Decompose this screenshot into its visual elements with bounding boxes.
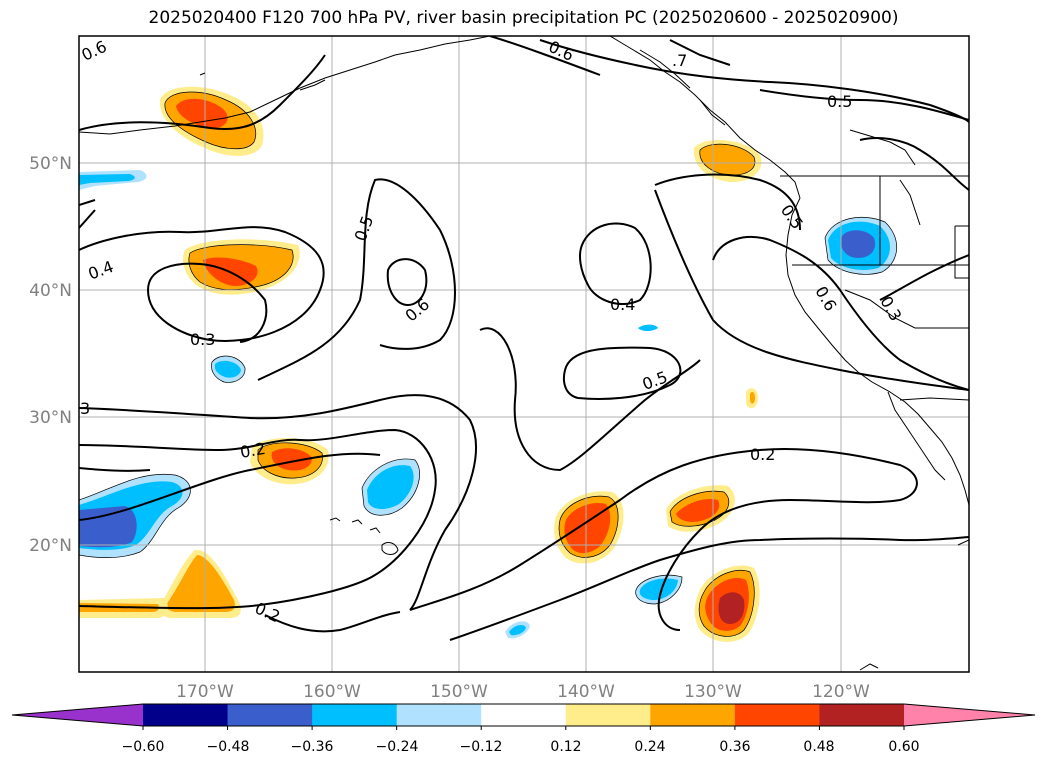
lon-label-120w: 120°W (812, 682, 870, 702)
lon-label-170w: 170°W (176, 682, 234, 702)
colorbar-segment (396, 704, 482, 726)
colorbar-segment (734, 704, 820, 726)
colorbar-segment (650, 704, 736, 726)
contour-label: .7 (672, 51, 687, 70)
contour-label: 0.4 (610, 295, 635, 314)
latitude-labels: 50°N 40°N 30°N 20°N (29, 154, 72, 556)
lon-label-150w: 150°W (430, 682, 488, 702)
longitude-labels: 170°W 160°W 150°W 140°W 130°W 120°W (176, 682, 870, 702)
contour-label: 0.5 (827, 92, 852, 111)
colorbar-extension-low (12, 704, 143, 726)
colorbar-tick: 0.48 (803, 739, 834, 755)
lat-label-50n: 50°N (29, 154, 72, 174)
map-frame (78, 35, 970, 673)
lat-label-20n: 20°N (29, 536, 72, 556)
colorbar-tick: −0.36 (291, 739, 334, 755)
lon-label-130w: 130°W (684, 682, 742, 702)
shading-outlines (79, 91, 898, 637)
colorbar-tick: 0.12 (550, 739, 581, 755)
colorbar-segment (227, 704, 313, 726)
colorbar-segment (143, 704, 229, 726)
colorbar (11, 703, 1036, 730)
colorbar-tick: 0.60 (888, 739, 919, 755)
lon-label-140w: 140°W (557, 682, 615, 702)
colorbar-segment (819, 704, 905, 726)
pv-contours (79, 36, 969, 641)
colorbar-tick: −0.48 (207, 739, 250, 755)
colorbar-extension-high (904, 704, 1035, 726)
colorbar-ticks: −0.60 −0.48 −0.36 −0.24 −0.12 0.12 0.24 … (122, 739, 920, 755)
lon-label-160w: 160°W (303, 682, 361, 702)
colorbar-segment (312, 704, 398, 726)
colorbar-tick: −0.60 (122, 739, 165, 755)
contour-label: 3 (80, 399, 90, 418)
colorbar-segment (565, 704, 651, 726)
colorbar-tick: 0.36 (719, 739, 750, 755)
colorbar-segment (481, 704, 567, 726)
contour-label: 0.2 (750, 445, 775, 464)
colorbar-tick: 0.24 (634, 739, 665, 755)
colorbar-tick: −0.12 (460, 739, 503, 755)
lat-label-40n: 40°N (29, 281, 72, 301)
map-title: 2025020400 F120 700 hPa PV, river basin … (148, 8, 899, 28)
coastlines (79, 36, 969, 671)
lat-label-30n: 30°N (29, 408, 72, 428)
contour-label: 0.2 (239, 439, 267, 462)
contour-label: 0.3 (190, 330, 215, 349)
colorbar-tick: −0.24 (376, 739, 419, 755)
